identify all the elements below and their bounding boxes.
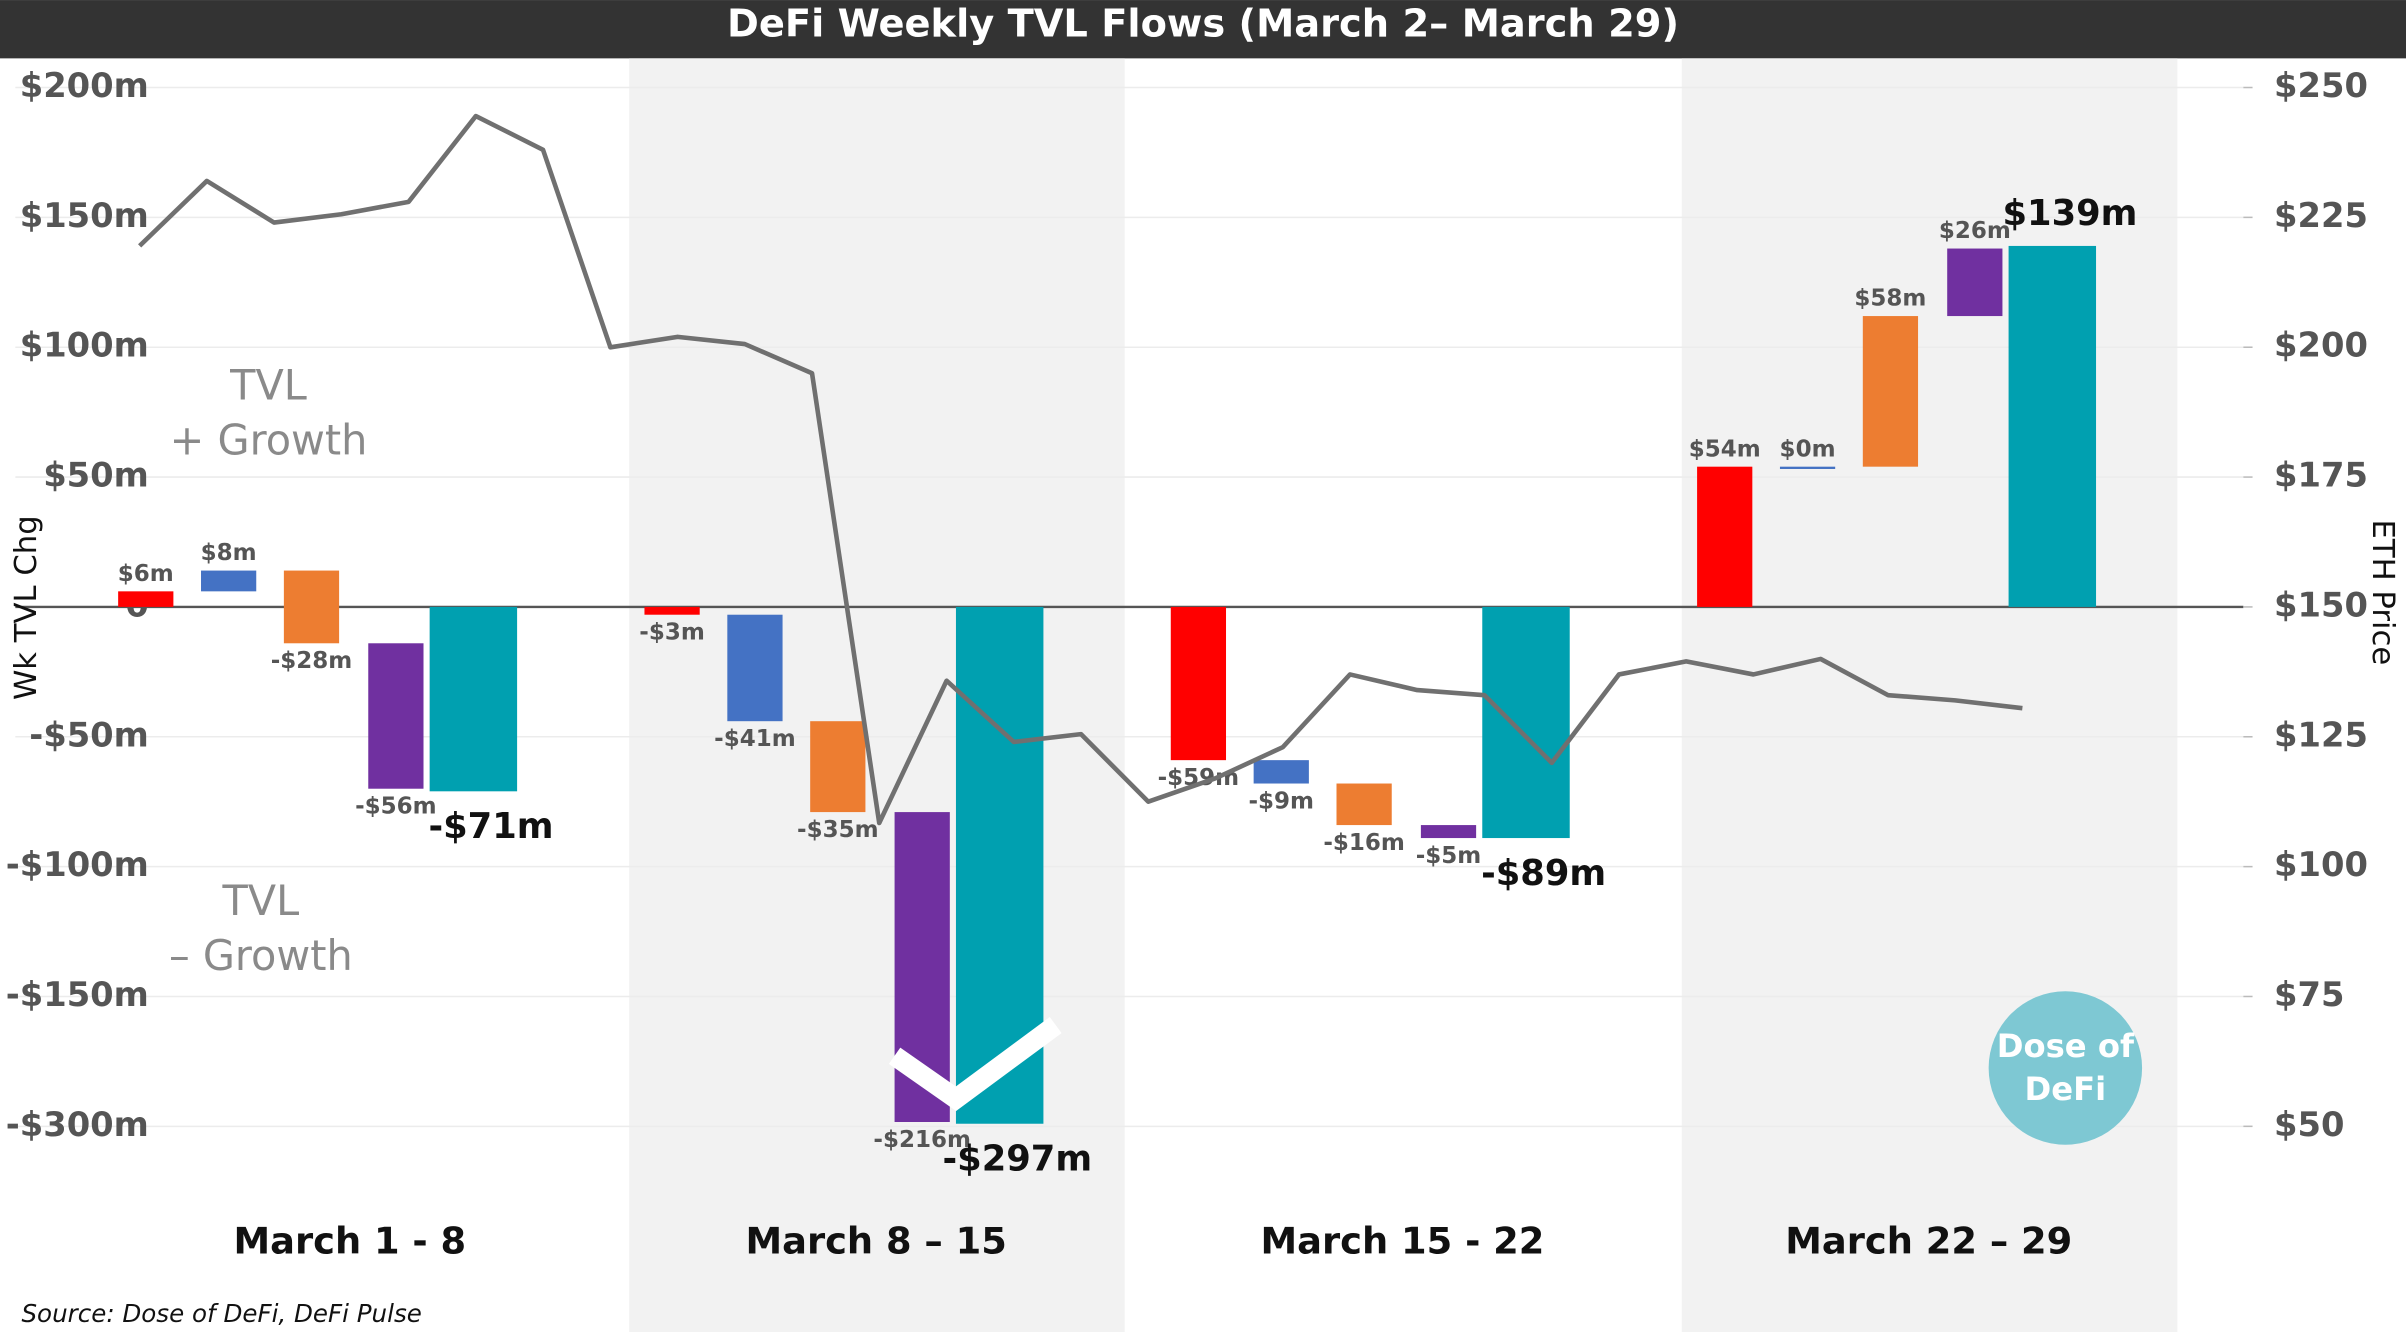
annotation: – Growth xyxy=(169,932,353,980)
y2-axis-label: ETH Price xyxy=(2365,519,2400,665)
y2-tick-label: $250 xyxy=(2274,66,2368,105)
bar xyxy=(644,606,700,615)
bar xyxy=(1947,248,2003,317)
y-tick-label: $150m xyxy=(20,196,149,235)
value-label: $6m xyxy=(118,561,174,587)
bar xyxy=(1336,783,1392,826)
bar xyxy=(283,570,340,644)
total-label: -$297m xyxy=(943,1139,1093,1180)
y-tick-label: -$150m xyxy=(6,975,149,1014)
y2-tick-label: $125 xyxy=(2274,715,2368,754)
y-tick-label: -$300m xyxy=(6,1105,149,1144)
total-label: $139m xyxy=(2002,193,2137,234)
y2-tick-label: $100 xyxy=(2274,845,2368,884)
bar xyxy=(1862,316,1919,467)
value-label: -$16m xyxy=(1323,830,1405,856)
value-label: -$28m xyxy=(271,648,353,674)
title-bar xyxy=(0,0,2406,59)
y-tick-label: $100m xyxy=(20,326,149,365)
value-label: -$216m xyxy=(873,1127,971,1153)
y-tick-label: $200m xyxy=(20,66,149,105)
logo-badge xyxy=(1988,991,2143,1145)
bar xyxy=(727,614,783,722)
x-tick-label: March 1 - 8 xyxy=(234,1219,467,1262)
logo-text: DeFi xyxy=(2025,1070,2107,1108)
y2-tick-label: $225 xyxy=(2274,196,2368,235)
value-label: -$56m xyxy=(355,794,437,820)
bar xyxy=(1697,466,1753,607)
value-label: -$9m xyxy=(1248,788,1314,814)
bar xyxy=(368,643,424,789)
x-tick-label: March 15 - 22 xyxy=(1261,1219,1545,1262)
chart-title: DeFi Weekly TVL Flows (March 2– March 29… xyxy=(727,2,1679,47)
y2-tick-label: $175 xyxy=(2274,456,2368,495)
bar xyxy=(118,591,174,607)
y-axis-label: Wk TVL Chg xyxy=(9,515,44,700)
annotation: + Growth xyxy=(170,417,368,465)
value-label: $58m xyxy=(1854,286,1926,312)
y2-tick-label: $150 xyxy=(2274,585,2368,624)
source: Source: Dose of DeFi, DeFi Pulse xyxy=(21,1299,421,1328)
bar xyxy=(1420,825,1477,839)
bar xyxy=(810,721,866,813)
logo-text: Dose of xyxy=(1997,1027,2135,1065)
total-label: -$71m xyxy=(428,806,553,847)
annotation: TVL xyxy=(222,877,300,925)
bar xyxy=(201,570,257,592)
total-bar xyxy=(2008,245,2097,607)
x-tick-label: March 22 – 29 xyxy=(1785,1219,2072,1262)
week-band xyxy=(1681,58,2178,1332)
value-label: $54m xyxy=(1689,436,1761,462)
value-label: $0m xyxy=(1780,436,1836,462)
total-label: -$89m xyxy=(1481,853,1606,894)
y2-tick-label: $200 xyxy=(2274,326,2368,365)
y-tick-label: $50m xyxy=(43,456,149,495)
annotation: TVL xyxy=(229,361,307,409)
y-tick-label: -$100m xyxy=(6,845,149,884)
price-line xyxy=(138,113,2023,826)
value-label: -$5m xyxy=(1416,843,1482,869)
y2-tick-label: $75 xyxy=(2274,975,2344,1014)
value-label: -$41m xyxy=(714,726,796,752)
y2-tick-label: $50 xyxy=(2274,1105,2344,1144)
bar xyxy=(1253,760,1309,784)
bar xyxy=(1170,606,1227,761)
x-tick-label: March 8 – 15 xyxy=(745,1219,1006,1262)
value-label: -$35m xyxy=(797,817,879,843)
bar xyxy=(1779,466,1836,469)
value-label: -$3m xyxy=(639,620,705,646)
total-bar xyxy=(429,606,518,792)
value-label: $26m xyxy=(1939,218,2011,244)
y-tick-label: -$50m xyxy=(29,715,149,754)
total-bar xyxy=(1482,606,1570,839)
axis-break xyxy=(888,1017,1062,1111)
value-label: -$59m xyxy=(1158,765,1240,791)
value-label: $8m xyxy=(201,540,257,566)
